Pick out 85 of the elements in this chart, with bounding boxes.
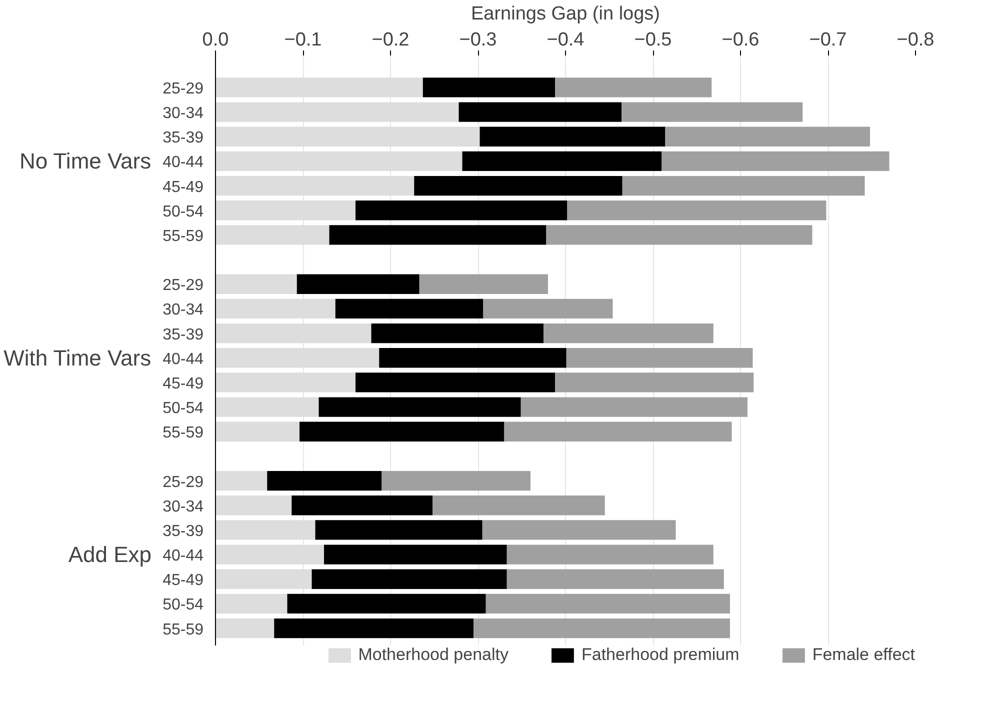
y-tick-label: 35-39	[162, 522, 204, 540]
x-tick-label: −0.5	[634, 30, 672, 50]
text: Add Exp	[68, 542, 152, 568]
bar	[567, 200, 826, 220]
bar	[555, 78, 712, 98]
y-tick-label: 45-49	[162, 178, 204, 196]
bar	[382, 470, 530, 491]
y-tick-label: 25-29	[162, 474, 204, 491]
bar	[216, 274, 297, 294]
y-tick-label: 30-34	[162, 302, 204, 319]
bar	[520, 397, 748, 417]
y-tick-label: 40-44	[162, 154, 204, 172]
x-axis-title: Earnings Gap (in logs)	[470, 4, 660, 24]
bar	[474, 618, 730, 638]
bar	[300, 422, 504, 442]
bar	[622, 176, 865, 196]
bar	[506, 544, 714, 564]
bar	[318, 397, 521, 417]
legend-label: Motherhood penalty	[358, 645, 508, 665]
bar	[566, 348, 753, 368]
bar	[312, 569, 507, 589]
bar	[379, 348, 566, 368]
text: No Time Vars	[19, 148, 152, 174]
bar	[665, 126, 870, 146]
x-tick-label: 0.0	[202, 30, 229, 50]
bar	[480, 126, 666, 146]
bar	[482, 520, 676, 540]
bar	[432, 496, 605, 516]
bar	[486, 594, 730, 614]
x-tick-label: −0.8	[896, 30, 934, 50]
bar	[462, 151, 662, 172]
x-tick-label: −0.4	[546, 30, 585, 50]
x-tick-label: −0.2	[372, 30, 410, 50]
y-tick-label: 30-34	[162, 105, 204, 122]
bar	[216, 594, 288, 614]
x-tick-label: −0.1	[284, 30, 322, 50]
y-tick-label: 30-34	[162, 498, 204, 516]
bar	[544, 323, 714, 344]
bar	[419, 274, 548, 294]
bar	[622, 102, 803, 122]
bar	[287, 594, 486, 614]
y-tick-label: 55-59	[162, 424, 204, 442]
y-tick-label: 40-44	[162, 548, 204, 565]
bar	[216, 470, 268, 491]
bar	[662, 151, 890, 172]
y-tick-label: 35-39	[162, 326, 204, 344]
bar	[483, 298, 613, 319]
y-tick-label: 45-49	[162, 572, 204, 590]
bar	[422, 78, 555, 98]
y-tick-label: 50-54	[162, 203, 204, 220]
y-tick-label: 50-54	[162, 596, 204, 614]
bar	[335, 298, 484, 319]
bar	[371, 323, 544, 344]
y-tick-label: 25-29	[162, 277, 204, 294]
y-tick-label: 50-54	[162, 400, 204, 418]
bar	[546, 225, 812, 245]
bar	[506, 569, 724, 589]
bar	[504, 422, 732, 442]
bar	[458, 102, 622, 122]
bar	[267, 470, 382, 491]
legend-label: Female effect	[812, 645, 915, 665]
bar	[292, 496, 432, 516]
bar	[216, 422, 300, 442]
x-tick-label: −0.7	[809, 30, 847, 50]
y-tick-label: 55-59	[162, 228, 204, 245]
bar	[356, 372, 555, 392]
x-tick-label: −0.6	[722, 30, 760, 50]
bar	[329, 225, 546, 245]
bar	[555, 372, 754, 392]
bar	[356, 200, 568, 220]
y-tick-label: 55-59	[162, 621, 204, 638]
bar	[216, 496, 292, 516]
y-tick-label: 45-49	[162, 375, 204, 392]
legend-label: Fatherhood premium	[582, 645, 740, 665]
bar	[315, 520, 482, 540]
bar	[296, 274, 420, 294]
y-tick-label: 25-29	[162, 80, 204, 98]
bar	[274, 618, 474, 638]
bar	[216, 618, 274, 638]
bar	[414, 176, 622, 196]
bar	[324, 544, 507, 564]
x-tick-label: −0.3	[459, 30, 497, 50]
y-tick-label: 40-44	[162, 350, 204, 368]
y-tick-label: 35-39	[162, 130, 204, 147]
text: With Time Vars	[4, 345, 152, 370]
